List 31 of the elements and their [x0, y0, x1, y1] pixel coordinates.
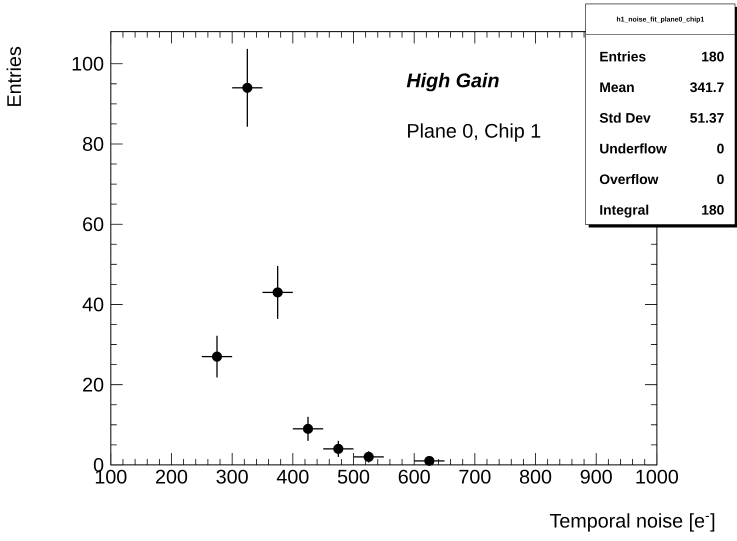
- x-tick-label: 700: [459, 470, 491, 484]
- y-tick-label: 80: [82, 136, 104, 151]
- x-axis-title: Temporal noise [e$^{-}$]: [550, 513, 714, 532]
- text: 51.37: [690, 112, 724, 123]
- x-tick-label: 600: [398, 470, 430, 484]
- y-tick-label: 60: [83, 217, 104, 232]
- y-tick-label: 40: [82, 297, 104, 312]
- x-tick-label: 300: [216, 470, 248, 484]
- x-tick-label: 400: [276, 470, 308, 484]
- x-tick-label: 500: [338, 470, 370, 484]
- x-tick-label: 100: [96, 470, 126, 484]
- text: 0: [717, 174, 724, 184]
- text: 341.7: [690, 82, 724, 92]
- annotation: Std Dev: [600, 112, 651, 123]
- y-tick-label: 20: [83, 378, 104, 392]
- annotation: Integral: [600, 204, 648, 218]
- text: 0: [717, 144, 724, 154]
- text: 180: [702, 52, 724, 62]
- y-tick-label: 100: [72, 56, 104, 71]
- annotation: Underflow: [600, 143, 667, 154]
- text: 180: [702, 204, 724, 215]
- y-axis-title: Entries: [6, 46, 22, 106]
- x-tick-label: 900: [580, 470, 612, 484]
- x-tick-label: 800: [520, 470, 552, 484]
- annotation: Overflow: [600, 174, 658, 184]
- annotation: Plane 0, Chip 1: [408, 123, 540, 142]
- annotation: Entries: [600, 51, 646, 62]
- annotation: High Gain: [406, 72, 499, 92]
- annotation: Mean: [600, 82, 634, 92]
- x-tick-label: 1000: [636, 470, 678, 484]
- x-tick-label: 200: [156, 470, 188, 484]
